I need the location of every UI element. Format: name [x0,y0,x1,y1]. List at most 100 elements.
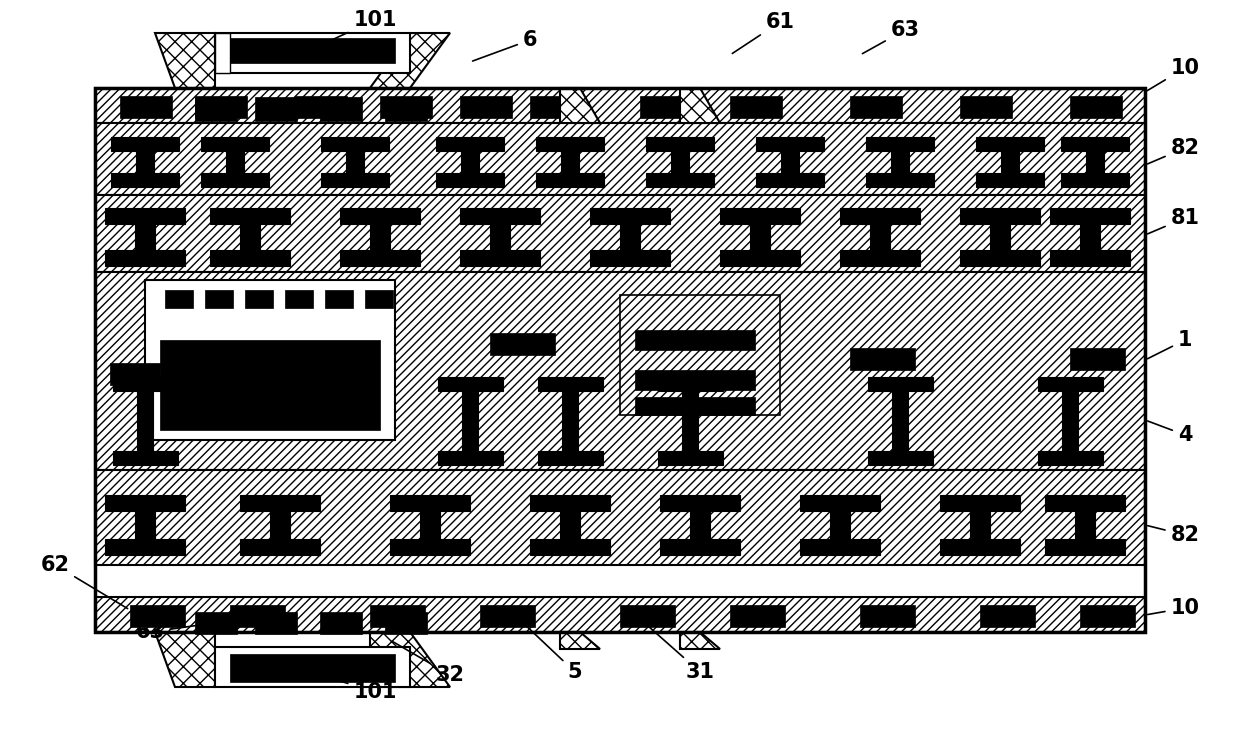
Bar [95,195,1145,272]
Bar [1080,605,1135,627]
Bar [537,377,603,391]
Bar [391,495,470,511]
Text: 62: 62 [41,555,128,608]
Bar [849,348,915,370]
Bar [849,96,901,118]
Text: 82: 82 [1148,525,1199,545]
Bar [461,151,479,173]
Bar [436,173,503,187]
Text: 101: 101 [308,671,397,702]
Bar [215,33,229,73]
Bar [365,290,393,308]
Bar [246,290,273,308]
Bar [620,224,640,250]
Bar [682,391,698,451]
Text: 4: 4 [1147,421,1192,445]
Bar [590,250,670,266]
Bar [750,224,770,250]
Polygon shape [155,632,215,687]
Bar [1038,377,1102,391]
Bar [660,539,740,555]
Bar [379,96,432,118]
Text: 1: 1 [1147,330,1192,359]
Bar [460,208,539,224]
Bar [980,605,1035,627]
Bar [255,612,298,634]
Bar [800,539,880,555]
Bar [136,391,153,451]
Bar [1045,539,1125,555]
Bar [145,280,396,440]
Bar [201,173,269,187]
Bar [635,330,755,350]
Bar [657,451,723,465]
Bar [529,495,610,511]
Bar [560,511,580,539]
Bar [490,224,510,250]
Bar [113,451,177,465]
Bar [839,208,920,224]
Bar [830,511,849,539]
Bar [340,250,420,266]
Bar [112,173,179,187]
Bar [346,151,365,173]
Polygon shape [680,88,720,123]
Bar [892,151,909,173]
Bar [868,451,932,465]
Bar [241,224,260,250]
Bar [870,224,890,250]
Bar [970,511,990,539]
Bar [95,88,1145,123]
Bar [95,470,1145,565]
Bar [536,137,604,151]
Bar [135,511,155,539]
Bar [720,250,800,266]
Polygon shape [370,33,450,88]
Bar [255,97,298,121]
Bar [689,511,711,539]
Bar [1050,250,1130,266]
Bar [210,208,290,224]
Bar [105,539,185,555]
Bar [215,33,410,73]
Bar [1086,151,1104,173]
Bar [420,511,440,539]
Bar [480,605,534,627]
Bar [160,340,379,430]
Bar [940,495,1021,511]
Polygon shape [680,632,720,649]
Bar [1070,348,1125,370]
Polygon shape [370,632,450,687]
Bar [113,377,177,391]
Bar [960,208,1040,224]
Text: 61: 61 [733,12,795,53]
Bar [960,96,1012,118]
Bar [781,151,799,173]
Text: 63: 63 [863,20,920,53]
Bar [136,151,154,173]
Bar [1001,151,1019,173]
Bar [657,377,723,391]
Bar [620,605,675,627]
Bar [1075,511,1095,539]
Text: 32: 32 [392,642,465,685]
Text: 31: 31 [632,612,714,682]
Bar [730,96,782,118]
Bar [285,290,312,308]
Bar [438,377,502,391]
Bar [370,224,391,250]
Bar [866,137,934,151]
Bar [112,137,179,151]
Bar [384,612,427,634]
Bar [892,391,908,451]
Bar [1080,224,1100,250]
Bar [229,654,396,682]
Polygon shape [560,88,600,123]
Bar [460,250,539,266]
Bar [241,539,320,555]
Bar [590,208,670,224]
Bar [960,250,1040,266]
Bar [463,391,477,451]
Text: 5: 5 [522,622,583,682]
Bar [120,96,172,118]
